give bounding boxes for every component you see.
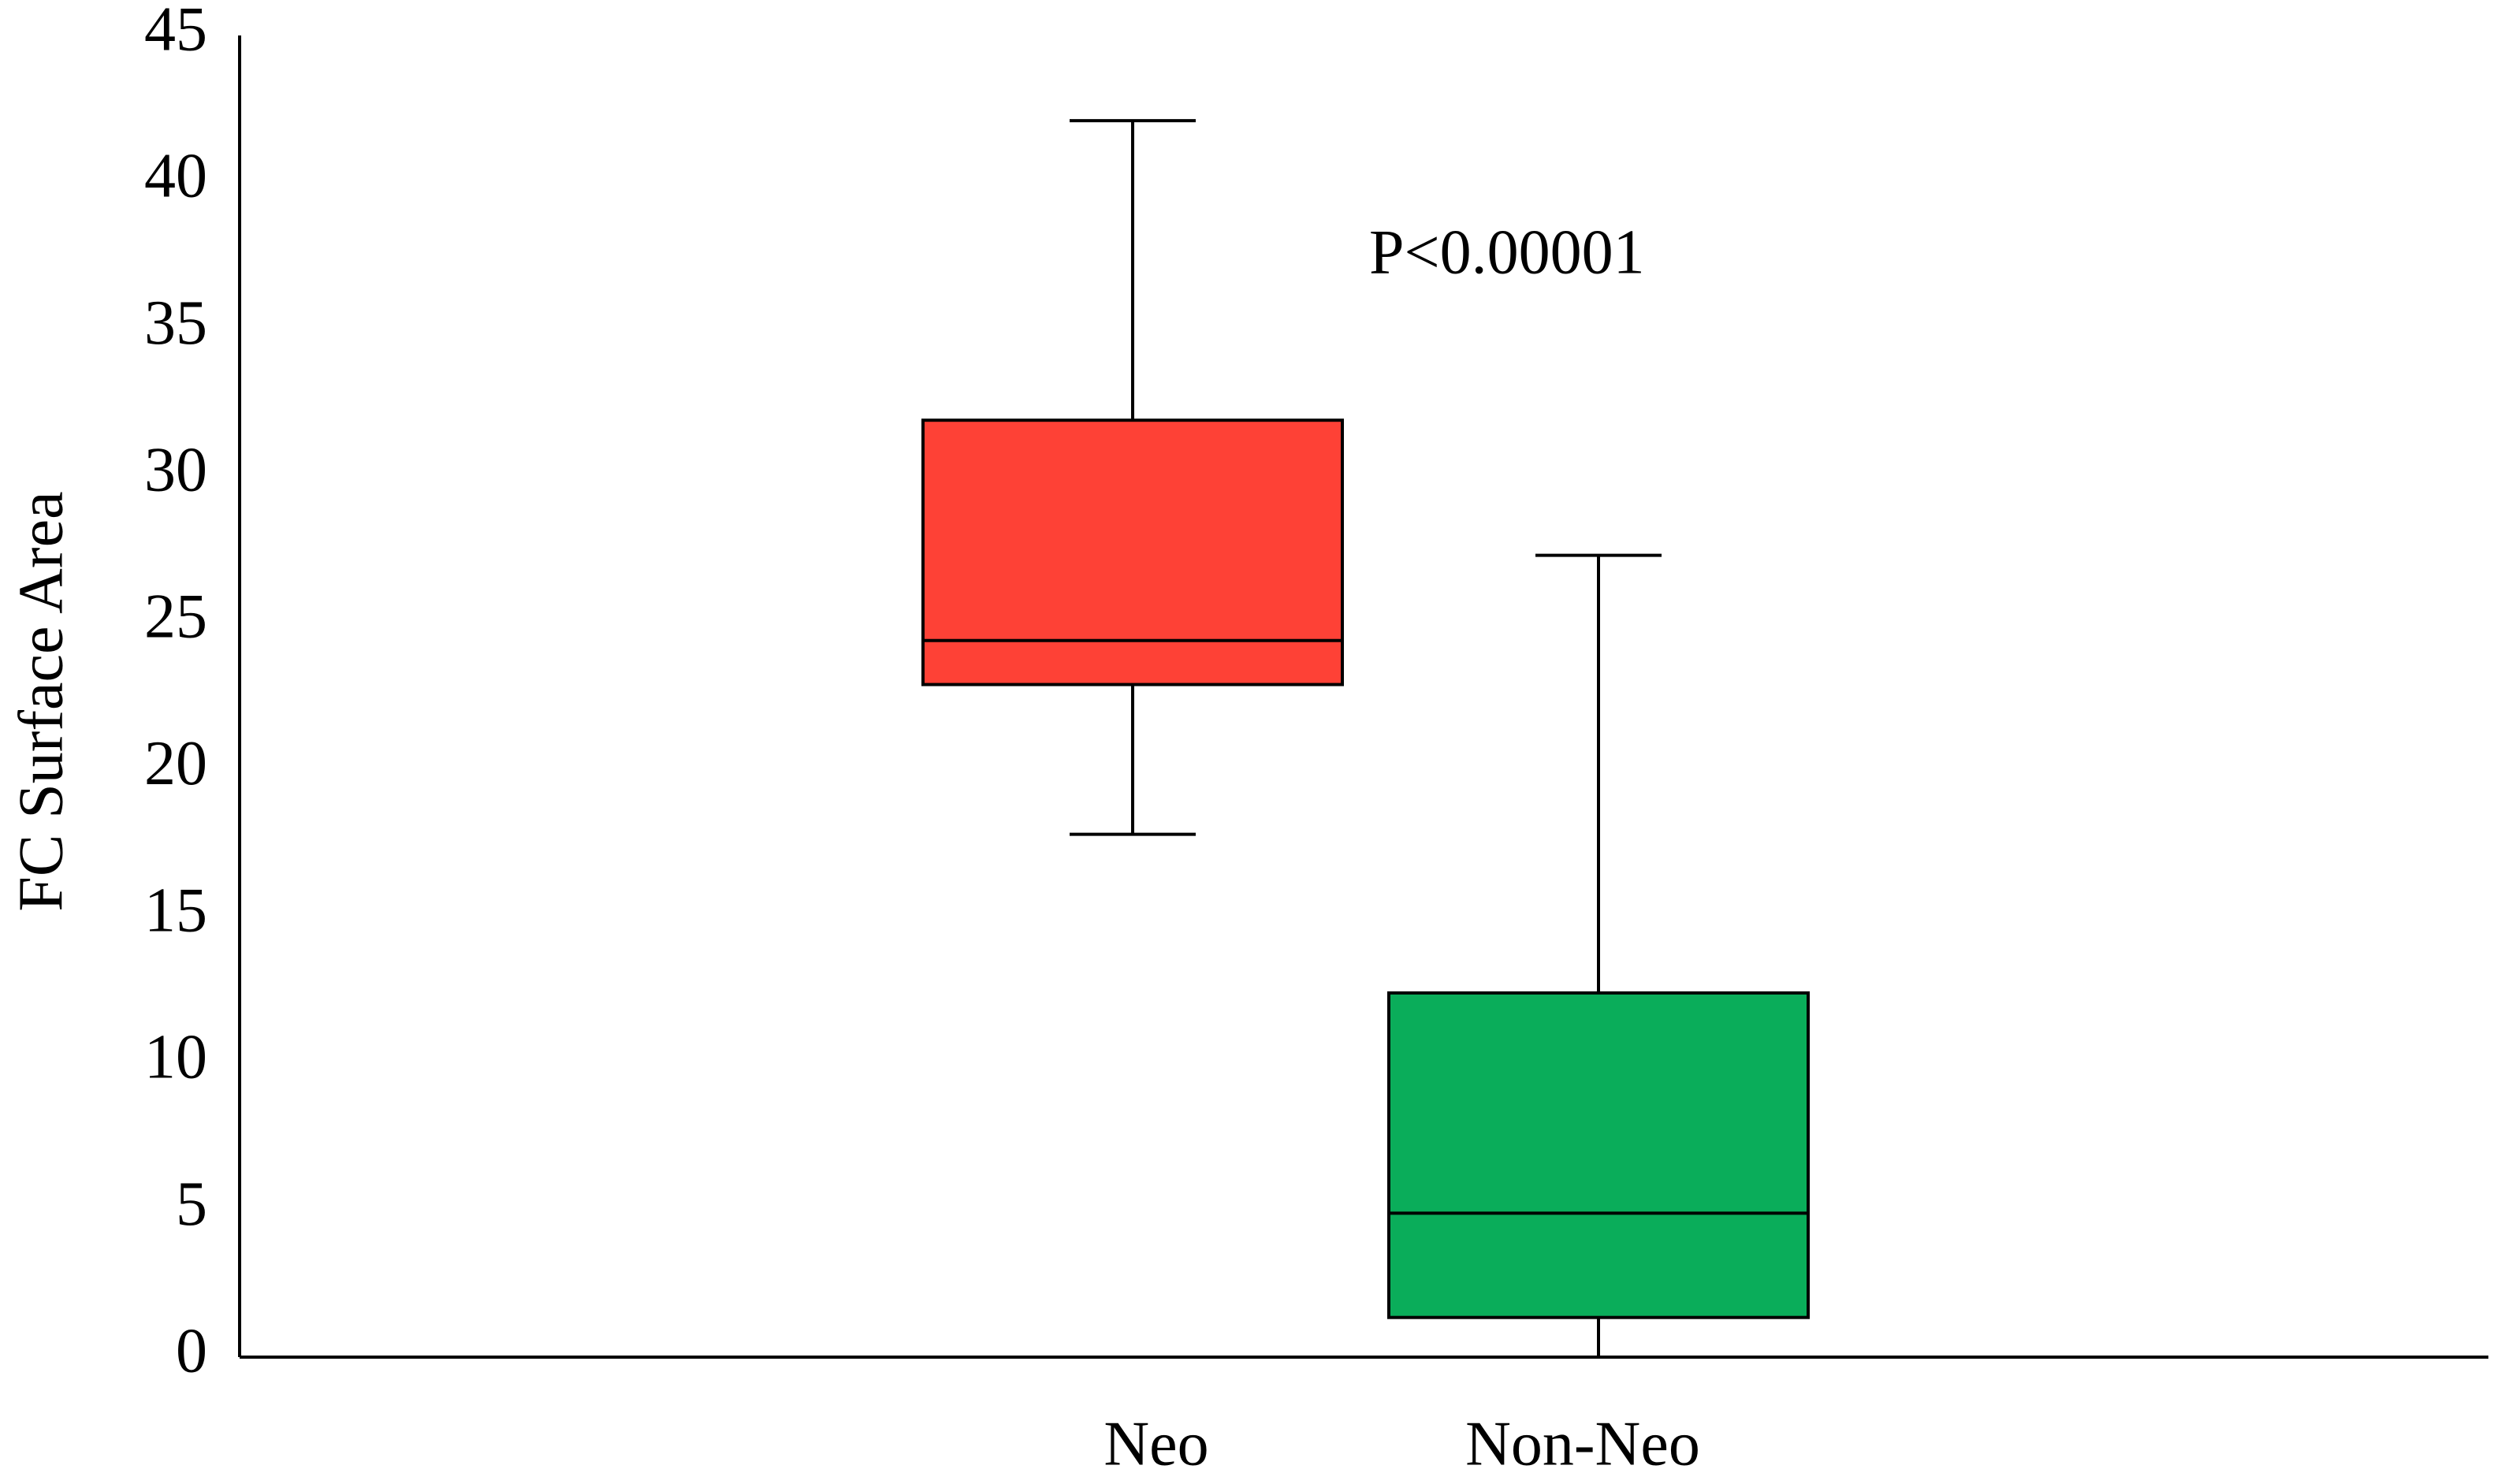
x-tick-label: Non-Neo — [1465, 1409, 1700, 1478]
y-tick-label: 15 — [144, 876, 207, 945]
x-tick-label: Neo — [1103, 1409, 1208, 1478]
y-tick-label: 10 — [144, 1023, 207, 1092]
y-tick-label: 35 — [144, 288, 207, 358]
y-tick-label: 40 — [144, 142, 207, 211]
box — [921, 418, 1344, 686]
y-tick-label: 25 — [144, 582, 207, 652]
y-tick-label: 5 — [176, 1170, 207, 1239]
box — [1387, 991, 1810, 1319]
annotation: P<0.00001 — [1369, 218, 1645, 287]
y-tick-label: 20 — [144, 729, 207, 798]
y-axis-label: FC Surface Area — [6, 491, 76, 911]
y-tick-label: 30 — [144, 435, 207, 504]
y-tick-label: 0 — [176, 1316, 207, 1385]
y-tick-label: 45 — [144, 0, 207, 64]
